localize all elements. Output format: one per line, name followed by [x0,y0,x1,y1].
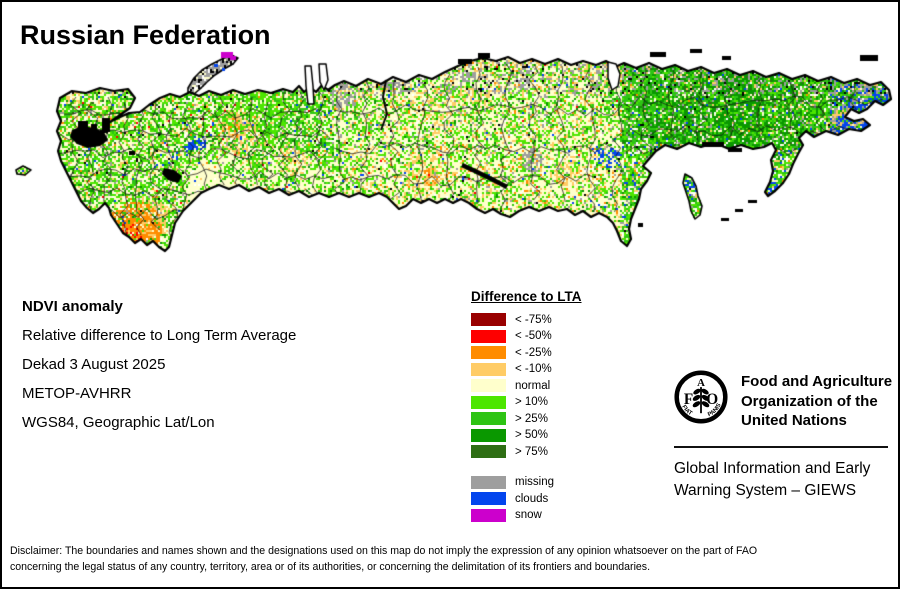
page-title: Russian Federation [20,20,271,50]
legend-title: Difference to LTA [471,289,582,304]
fao-org-line: United Nations [741,412,847,429]
legend-item: < -10% [471,362,582,376]
legend-item: > 10% [471,395,582,409]
info-line-dekad: Dekad 3 August 2025 [22,356,166,373]
info-line-sensor: METOP-AVHRR [22,385,132,402]
fao-org-line: Organization of the [741,392,878,410]
divider [674,445,888,448]
fao-block: F O A FIAT [674,370,892,502]
legend-swatch [471,475,506,489]
legend-item: < -50% [471,329,582,343]
legend-label: > 50% [515,429,548,441]
legend-label: < -25% [515,346,552,359]
legend-swatch [471,395,506,409]
legend-swatch [471,428,506,442]
legend-label: missing [515,476,554,488]
giews-label: Global Information and Early Warning Sys… [674,458,890,502]
disclaimer-line: concerning the legal status of any count… [10,560,651,573]
legend: Difference to LTA < -75% < -50% < -25% [471,289,582,525]
legend-swatch [471,346,506,359]
fao-logo-icon: F O A FIAT [674,370,728,424]
legend-item: snow [471,508,582,522]
map-info-block: NDVI anomaly Relative difference to Long… [22,292,296,437]
legend-item: missing [471,475,582,489]
legend-swatch [471,313,506,326]
legend-label: > 75% [515,445,548,458]
legend-label: < -75% [515,313,552,326]
legend-label: > 25% [515,412,548,425]
legend-swatch [471,508,506,522]
legend-label: < -50% [515,330,552,342]
legend-label: snow [515,509,542,521]
legend-item: > 75% [471,445,582,458]
legend-swatch [471,412,506,425]
info-line-description: Relative difference to Long Term Average [22,327,297,344]
info-heading: NDVI anomaly [22,298,123,315]
legend-items: < -75% < -50% < -25% < -10% [471,313,582,462]
legend-extra-items: missing clouds snow [471,475,582,526]
legend-item: clouds [471,492,582,505]
legend-swatch [471,362,506,376]
legend-swatch [471,379,506,392]
legend-swatch [471,445,506,458]
fao-logo-letter-o: O [706,391,718,408]
legend-label: normal [515,379,551,392]
fao-org-name: Food and Agriculture Organization of the… [741,370,892,431]
legend-swatch [471,329,506,343]
disclaimer-line: Disclaimer: The boundaries and names sho… [10,545,758,557]
giews-line: Warning System – GIEWS [674,481,857,499]
legend-label: > 10% [515,396,548,408]
fao-org-line: Food and Agriculture [741,373,893,390]
legend-label: clouds [515,492,549,505]
legend-item: > 50% [471,428,582,442]
info-line-projection: WGS84, Geographic Lat/Lon [22,414,215,431]
fao-logo-letter-a: A [697,377,705,389]
fao-logo-letter-f: F [684,391,693,408]
disclaimer: Disclaimer: The boundaries and names sho… [10,544,864,575]
legend-item: > 25% [471,412,582,425]
legend-item: < -25% [471,346,582,359]
legend-item: < -75% [471,313,582,326]
legend-label: < -10% [515,363,552,375]
wheat-ear-icon [692,387,710,414]
legend-swatch [471,492,506,505]
giews-line: Global Information and Early [674,459,871,477]
legend-item: normal [471,379,582,392]
